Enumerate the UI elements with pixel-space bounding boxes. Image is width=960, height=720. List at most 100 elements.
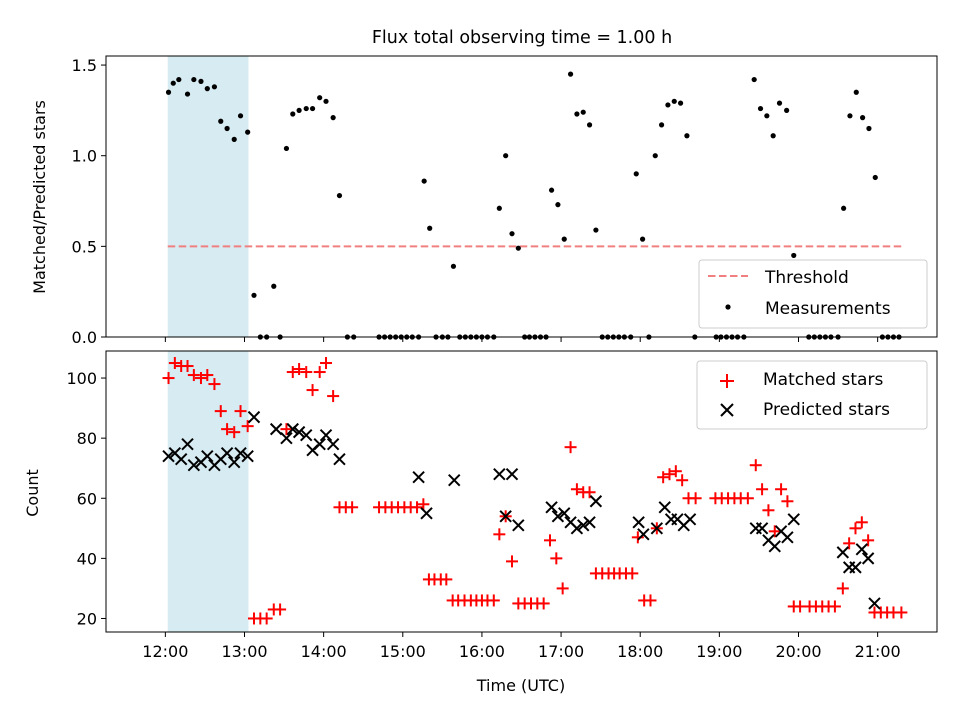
legend-matched-label: Matched stars	[763, 370, 883, 390]
x-tick-label: 12:00	[142, 642, 188, 661]
measurement-point	[283, 145, 290, 152]
matched-star-point	[644, 594, 657, 607]
predicted-star-point	[319, 428, 333, 442]
matched-star-point	[234, 405, 247, 418]
matched-star-point	[306, 384, 319, 397]
measurement-point	[237, 113, 244, 119]
x-tick-label: 19:00	[696, 642, 742, 661]
predicted-star-point	[280, 431, 293, 445]
matched-star-point	[228, 426, 241, 439]
y-tick-label: 60	[77, 489, 97, 508]
matched-star-point	[626, 567, 639, 580]
measurement-point	[450, 263, 457, 269]
matched-star-point	[293, 363, 306, 376]
matched-star-point	[564, 441, 577, 454]
measurement-point	[323, 98, 329, 104]
shaded-interval	[167, 56, 249, 337]
ratio-axes-frame	[105, 55, 938, 338]
measurement-point	[633, 171, 639, 177]
x-tick-label: 18:00	[617, 642, 663, 661]
measurement-point	[751, 76, 757, 83]
predicted-star-point	[269, 422, 283, 436]
measurement-point	[184, 91, 191, 97]
measurement-point	[548, 187, 555, 193]
measurement-point	[684, 133, 690, 139]
predicted-star-point	[545, 501, 558, 514]
measurement-point	[309, 105, 316, 112]
measurement-point	[191, 76, 197, 83]
matched-star-point	[828, 600, 841, 613]
measurement-point	[317, 95, 323, 101]
predicted-star-point	[292, 425, 306, 439]
measurement-point	[515, 245, 521, 251]
matched-star-point	[556, 582, 569, 595]
predicted-star-points	[162, 410, 881, 610]
matched-star-points	[162, 357, 908, 625]
matched-star-point	[855, 516, 868, 529]
matched-star-point	[181, 360, 194, 373]
predicted-star-point	[201, 449, 214, 463]
count-y-ticks: 20 40 60 80 100	[66, 369, 106, 628]
predicted-star-point	[650, 522, 664, 535]
matched-star-point	[583, 486, 596, 499]
measurement-point	[567, 71, 574, 77]
x-tick-label: 13:00	[221, 642, 267, 661]
matched-star-point	[168, 357, 181, 370]
predicted-star-point	[658, 501, 671, 514]
matched-star-point	[274, 603, 287, 616]
measurement-point	[251, 292, 257, 298]
measurement-point	[593, 227, 599, 233]
count-legend: Matched stars Predicted stars	[696, 360, 928, 430]
matched-star-point	[194, 372, 207, 385]
matched-star-point	[327, 390, 340, 403]
measurement-point	[639, 236, 646, 242]
matched-star-point	[689, 492, 702, 505]
predicted-star-point	[220, 446, 234, 460]
ratio-panel: 0.0 0.5 1.0 1.5 Matched/Predicted stars Thr…	[30, 55, 938, 347]
predicted-star-point	[448, 474, 461, 487]
measurement-point	[336, 192, 343, 199]
measurement-point	[170, 80, 176, 86]
measurement-point	[586, 122, 593, 128]
predicted-star-point	[234, 446, 247, 460]
legend-matched-swatch	[720, 374, 734, 388]
matched-star-point	[187, 369, 200, 382]
matched-star-point	[280, 423, 293, 436]
measurement-point	[330, 115, 336, 121]
predicted-star-point	[589, 495, 603, 508]
matched-star-point	[286, 366, 299, 379]
matched-star-point	[208, 378, 221, 391]
matched-star-point	[676, 474, 689, 487]
predicted-star-point	[505, 468, 519, 481]
predicted-star-point	[861, 552, 875, 565]
measurement-point	[764, 113, 770, 119]
matched-star-point	[300, 366, 313, 379]
x-tick-label: 20:00	[775, 642, 821, 661]
matched-star-point	[411, 501, 424, 514]
x-tick-label: 14:00	[301, 642, 347, 661]
matched-star-point	[506, 555, 519, 568]
predicted-star-point	[333, 452, 346, 466]
count-legend-box	[696, 360, 928, 430]
measurement-point	[784, 107, 790, 113]
predicted-star-point	[326, 437, 340, 451]
matched-star-point	[756, 483, 769, 496]
matched-star-point	[849, 522, 862, 535]
matched-star-point	[537, 597, 550, 610]
matched-star-point	[762, 504, 775, 517]
measurement-point	[776, 100, 783, 106]
y-tick-label: 0.0	[72, 328, 97, 347]
ratio-y-ticks: 0.0 0.5 1.0 1.5	[72, 56, 106, 347]
measurement-point	[574, 111, 580, 117]
predicted-star-point	[187, 458, 201, 472]
matched-star-point	[487, 594, 500, 607]
matched-star-point	[862, 534, 875, 547]
y-tick-label: 1.5	[72, 56, 97, 75]
predicted-star-point	[247, 410, 261, 424]
matched-star-point	[741, 492, 754, 505]
predicted-star-point	[632, 516, 645, 529]
matched-star-point	[260, 612, 273, 625]
measurement-points	[165, 71, 902, 340]
measurement-point	[204, 86, 210, 92]
ratio-y-label: Matched/Predicted stars	[30, 100, 49, 294]
